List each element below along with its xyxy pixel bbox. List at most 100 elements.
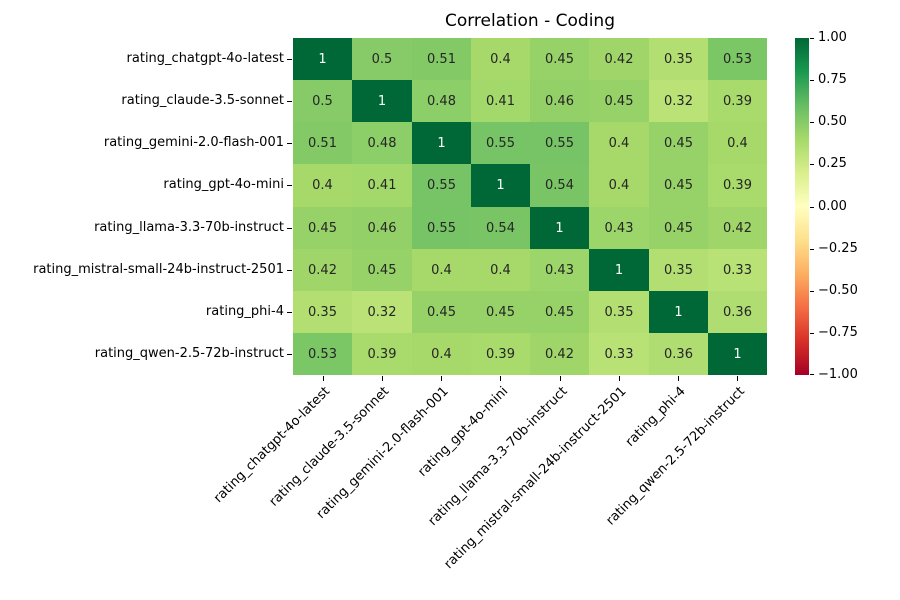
heatmap-cell: 0.35 (649, 249, 708, 291)
heatmap-cell: 0.33 (708, 249, 767, 291)
y-tick-mark (287, 312, 292, 313)
heatmap-cell: 0.39 (708, 164, 767, 207)
heatmap-cell: 0.53 (708, 38, 767, 80)
x-tick-mark (441, 376, 442, 381)
heatmap-cell: 0.45 (471, 291, 530, 333)
heatmap-cell: 0.54 (530, 164, 589, 207)
heatmap-cell: 0.45 (530, 38, 589, 80)
y-axis-label: rating_llama-3.3-70b-instruct (94, 219, 284, 235)
colorbar-tick-label: −1.00 (818, 367, 858, 382)
colorbar-tick-label: 1.00 (818, 30, 847, 45)
heatmap-cell: 0.4 (471, 38, 530, 80)
x-axis-label: rating_mistral-small-24b-instruct-2501 (441, 384, 630, 573)
heatmap-cell: 0.42 (589, 38, 649, 80)
x-tick-mark (678, 376, 679, 381)
heatmap-cell: 0.48 (412, 80, 471, 122)
heatmap-cell: 0.45 (530, 291, 589, 333)
heatmap-cell: 0.33 (589, 333, 649, 375)
x-tick-mark (619, 376, 620, 381)
heatmap-cell: 0.54 (471, 207, 530, 249)
heatmap-cell: 1 (412, 122, 471, 164)
colorbar-tick-mark (810, 122, 814, 123)
colorbar-tick-mark (810, 207, 814, 208)
colorbar-tick-label: 0.75 (818, 72, 847, 88)
heatmap-cell: 0.46 (530, 80, 589, 122)
heatmap-cell: 0.39 (471, 333, 530, 375)
heatmap-cell: 0.48 (352, 122, 412, 164)
y-axis-label: rating_mistral-small-24b-instruct-2501 (33, 261, 284, 277)
x-axis-label: rating_claude-3.5-sonnet (266, 384, 393, 510)
heatmap-cell: 1 (649, 291, 708, 333)
x-axis-label: rating_qwen-2.5-72b-instruct (603, 384, 748, 529)
heatmap-cell: 0.41 (352, 164, 412, 207)
colorbar-tick-label: −0.25 (818, 240, 858, 256)
heatmap-cell: 0.4 (471, 249, 530, 291)
heatmap-cell: 0.4 (708, 122, 767, 164)
x-tick-mark (323, 376, 324, 381)
colorbar-gradient (795, 38, 809, 375)
heatmap-cell: 0.45 (649, 164, 708, 207)
y-axis-label: rating_claude-3.5-sonnet (121, 93, 284, 109)
y-tick-mark (287, 354, 292, 355)
heatmap-cell: 0.4 (589, 122, 649, 164)
heatmap-cell: 0.35 (293, 291, 352, 333)
colorbar-tick-mark (810, 164, 814, 165)
x-tick-mark (382, 376, 383, 381)
colorbar-tick-label: 0.50 (818, 114, 847, 130)
y-tick-mark (287, 101, 292, 102)
heatmap-cell: 0.55 (412, 207, 471, 249)
y-tick-mark (287, 228, 292, 229)
x-tick-mark (560, 376, 561, 381)
heatmap-cell: 0.45 (589, 80, 649, 122)
heatmap-cell: 0.41 (471, 80, 530, 122)
x-axis-label: rating_gemini-2.0-flash-001 (313, 384, 452, 522)
heatmap-cell: 0.36 (649, 333, 708, 375)
x-axis-label: rating_phi-4 (622, 384, 689, 450)
heatmap-cell: 0.45 (293, 207, 352, 249)
colorbar-tick-label: −0.50 (818, 282, 858, 298)
heatmap-cell: 0.51 (412, 38, 471, 80)
heatmap-cell: 1 (708, 333, 767, 375)
heatmap-cell: 0.36 (708, 291, 767, 333)
heatmap-cell: 0.5 (352, 38, 412, 80)
y-tick-mark (287, 143, 292, 144)
heatmap-cell: 1 (471, 164, 530, 207)
heatmap-cell: 0.45 (649, 207, 708, 249)
heatmap-cell: 0.42 (530, 333, 589, 375)
y-axis-label: rating_chatgpt-4o-latest (126, 51, 284, 67)
chart-title: Correlation - Coding (444, 11, 616, 31)
heatmap-cell: 0.43 (589, 207, 649, 249)
heatmap-cell: 0.51 (293, 122, 352, 164)
y-axis-label: rating_gemini-2.0-flash-001 (103, 135, 284, 151)
heatmap-cell: 1 (293, 38, 352, 80)
heatmap-cell: 0.53 (293, 333, 352, 375)
colorbar-tick-label: 0.25 (818, 156, 847, 172)
x-tick-mark (500, 376, 501, 381)
heatmap-cell: 0.43 (530, 249, 589, 291)
y-tick-mark (287, 270, 292, 271)
heatmap-cell: 0.55 (530, 122, 589, 164)
heatmap-cell: 1 (352, 80, 412, 122)
heatmap-cell: 0.46 (352, 207, 412, 249)
heatmap-cell: 0.42 (708, 207, 767, 249)
heatmap-cell: 0.45 (352, 249, 412, 291)
heatmap-cell: 0.39 (708, 80, 767, 122)
heatmap-cell: 0.45 (649, 122, 708, 164)
heatmap-cell: 0.39 (352, 333, 412, 375)
heatmap-cell: 0.4 (293, 164, 352, 207)
x-tick-mark (737, 376, 738, 381)
heatmap-cell: 0.4 (589, 164, 649, 207)
colorbar-tick-mark (810, 291, 814, 292)
heatmap-cell: 0.4 (412, 333, 471, 375)
colorbar-tick-mark (810, 374, 814, 375)
colorbar-tick-mark (810, 333, 814, 334)
y-tick-mark (287, 59, 292, 60)
heatmap-cell: 0.35 (649, 38, 708, 80)
heatmap-cell: 0.5 (293, 80, 352, 122)
heatmap-cell: 0.32 (352, 291, 412, 333)
